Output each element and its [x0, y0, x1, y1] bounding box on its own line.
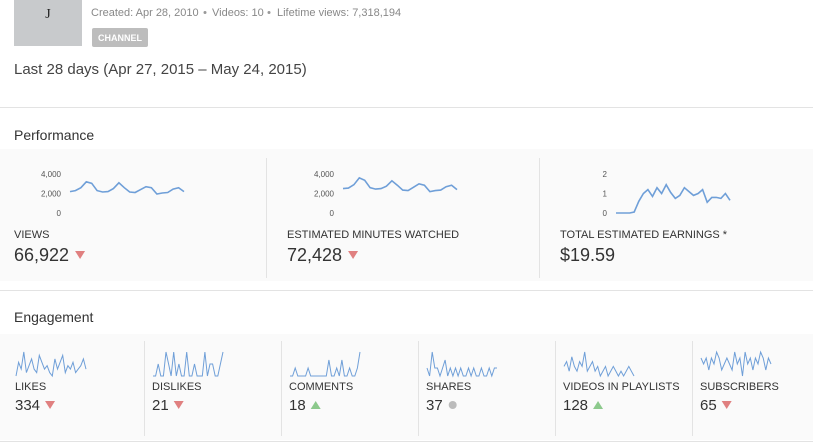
badge: [92, 28, 148, 47]
trend-down: [348, 251, 359, 259]
sparkline: [700, 350, 772, 377]
section-title: Engagement: [14, 309, 94, 325]
metric-value: 18: [289, 397, 306, 414]
lifetime-views: Lifetime views: 7,318,194: [277, 7, 401, 19]
metric-value: 66,922: [14, 245, 69, 265]
metric-value: 72,428: [287, 245, 342, 265]
separator: [267, 11, 271, 14]
trend-up: [593, 401, 604, 409]
y-tick-label: 1: [603, 190, 608, 199]
y-tick-label: 2: [603, 170, 608, 179]
avatar[interactable]: [14, 0, 82, 46]
trend-flat: [448, 401, 457, 409]
trend-down: [173, 401, 184, 409]
sparkline: [563, 351, 635, 378]
badge-text: CHANNEL: [98, 33, 143, 43]
metric-label: ESTIMATED MINUTES WATCHED: [287, 229, 459, 241]
sparkline: [153, 351, 224, 377]
y-tick-label: 4,000: [41, 170, 62, 179]
metric-label: VIEWS: [14, 229, 49, 241]
y-tick-label: 0: [603, 209, 608, 218]
sparkline: [69, 180, 185, 195]
metric-value: 37: [426, 397, 443, 414]
separator: [203, 11, 207, 14]
metric-value: 128: [563, 397, 588, 414]
trend-up: [310, 401, 321, 409]
sparkline: [290, 351, 361, 377]
metric-label: SUBSCRIBERS: [700, 381, 779, 393]
date-range: Last 28 days (Apr 27, 2015 – May 24, 201…: [14, 61, 307, 78]
sparkline: [616, 183, 731, 214]
avatar-letter: J: [45, 7, 51, 22]
trend-down: [75, 251, 86, 259]
section-title: Performance: [14, 127, 94, 143]
metric-label: COMMENTS: [289, 381, 353, 393]
trend-down: [721, 401, 732, 409]
y-tick-label: 0: [57, 209, 62, 218]
metric-value: $19.59: [560, 245, 615, 265]
metric-label: VIDEOS IN PLAYLISTS: [563, 381, 680, 393]
metric-label: TOTAL ESTIMATED EARNINGS *: [560, 229, 728, 241]
created: Created: Apr 28, 2010: [91, 7, 199, 19]
y-tick-label: 2,000: [314, 190, 335, 199]
sparkline: [15, 351, 87, 378]
sparkline: [426, 351, 497, 378]
metric-label: LIKES: [15, 381, 46, 393]
card-area: [0, 334, 813, 440]
metric-value: 65: [700, 397, 717, 414]
card-area: [0, 149, 813, 281]
sparkline: [342, 176, 458, 193]
metric-value: 334: [15, 397, 40, 414]
metric-value: 21: [152, 397, 169, 414]
metric-label: DISLIKES: [152, 381, 202, 393]
trend-down: [45, 401, 56, 409]
metric-label: SHARES: [426, 381, 471, 393]
y-tick-label: 2,000: [41, 190, 62, 199]
videos: Videos: 10: [212, 7, 264, 19]
y-tick-label: 0: [330, 209, 335, 218]
y-tick-label: 4,000: [314, 170, 335, 179]
